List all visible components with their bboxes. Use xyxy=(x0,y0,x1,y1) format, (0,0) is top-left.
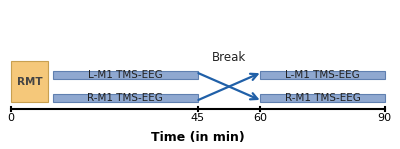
Bar xyxy=(53,71,198,79)
Bar xyxy=(53,94,198,102)
Text: 45: 45 xyxy=(191,113,205,123)
Bar xyxy=(11,61,48,102)
Text: L-M1 TMS-EEG: L-M1 TMS-EEG xyxy=(88,70,163,80)
Bar xyxy=(260,94,385,102)
Text: L-M1 TMS-EEG: L-M1 TMS-EEG xyxy=(285,70,360,80)
Text: 0: 0 xyxy=(8,113,14,123)
Text: Break: Break xyxy=(212,51,246,64)
Text: R-M1 TMS-EEG: R-M1 TMS-EEG xyxy=(284,93,360,103)
Text: Time (in min): Time (in min) xyxy=(151,131,245,144)
Text: 90: 90 xyxy=(378,113,392,123)
Text: RMT: RMT xyxy=(17,77,42,87)
Text: 60: 60 xyxy=(253,113,267,123)
Text: R-M1 TMS-EEG: R-M1 TMS-EEG xyxy=(87,93,163,103)
Bar xyxy=(260,71,385,79)
